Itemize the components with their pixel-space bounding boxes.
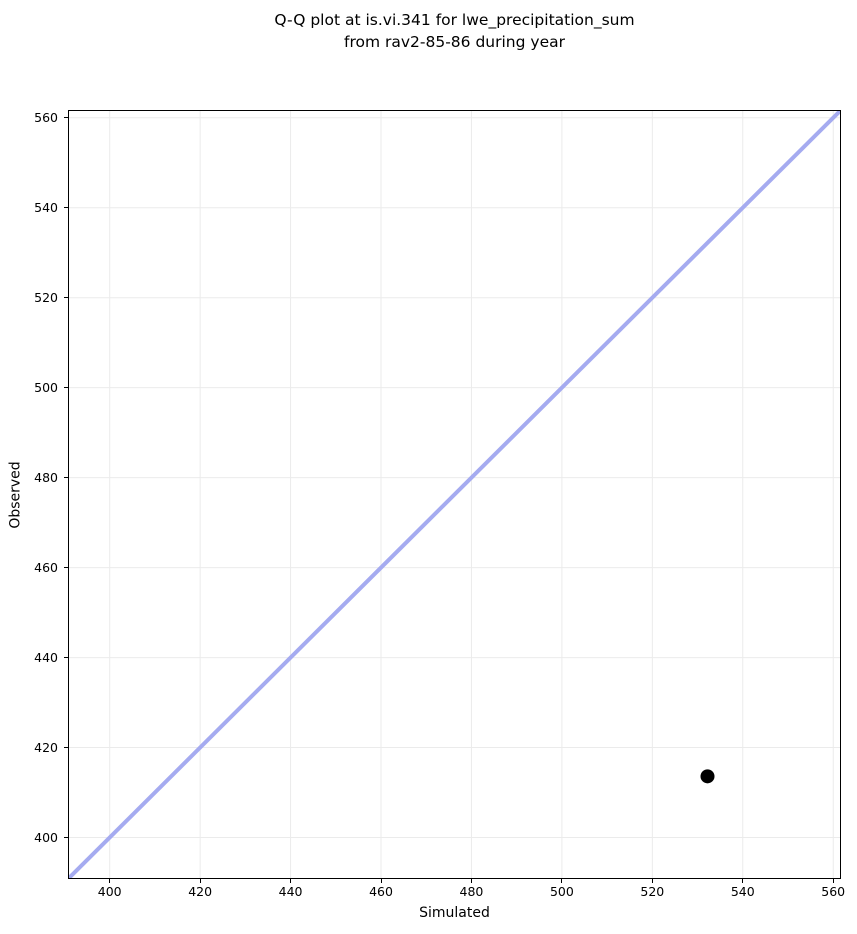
x-tick-label: 500: [549, 884, 574, 899]
x-tick-mark: [199, 879, 201, 883]
chart-title-line1: Q-Q plot at is.vi.341 for lwe_precipitat…: [274, 11, 635, 29]
y-tick-mark: [64, 117, 68, 119]
x-tick-mark: [470, 879, 472, 883]
x-tick-label: 560: [821, 884, 846, 899]
x-tick-mark: [290, 879, 292, 883]
y-tick-label: 540: [34, 199, 58, 215]
y-tick-label: 440: [34, 649, 58, 665]
x-tick-mark: [109, 879, 111, 883]
y-tick-label: 420: [34, 739, 58, 755]
y-tick-label: 460: [34, 559, 58, 575]
y-tick-label: 400: [34, 829, 58, 845]
x-tick-label: 440: [278, 884, 303, 899]
x-tick-label: 420: [188, 884, 213, 899]
y-tick-mark: [64, 477, 68, 479]
y-tick-mark: [64, 747, 68, 749]
chart-title-line2: from rav2-85-86 during year: [344, 33, 565, 51]
x-tick-label: 460: [369, 884, 393, 899]
data-point: [700, 769, 715, 784]
y-tick-label: 560: [34, 109, 58, 125]
chart-title: Q-Q plot at is.vi.341 for lwe_precipitat…: [68, 9, 841, 53]
plot-area: [68, 110, 841, 879]
y-tick-mark: [64, 567, 68, 569]
y-tick-mark: [64, 837, 68, 838]
x-tick-mark: [561, 879, 563, 883]
x-tick-mark: [651, 879, 653, 883]
x-tick-mark: [832, 879, 834, 883]
x-tick-mark: [742, 879, 744, 883]
x-tick-label: 540: [730, 884, 755, 899]
x-tick-label: 400: [97, 884, 122, 899]
plot-canvas: [69, 111, 840, 878]
y-tick-mark: [64, 387, 68, 389]
y-tick-label: 520: [34, 289, 58, 305]
x-tick-label: 520: [640, 884, 665, 899]
y-tick-label: 480: [34, 469, 58, 485]
x-tick-mark: [380, 879, 382, 883]
y-tick-mark: [64, 207, 68, 209]
x-axis-label: Simulated: [419, 905, 490, 921]
x-tick-label: 480: [459, 884, 484, 899]
identity-line: [69, 111, 840, 878]
y-tick-label: 500: [34, 379, 58, 395]
y-tick-mark: [64, 297, 68, 299]
y-tick-mark: [64, 657, 68, 659]
y-axis-label-wrap: Observed: [0, 110, 32, 879]
